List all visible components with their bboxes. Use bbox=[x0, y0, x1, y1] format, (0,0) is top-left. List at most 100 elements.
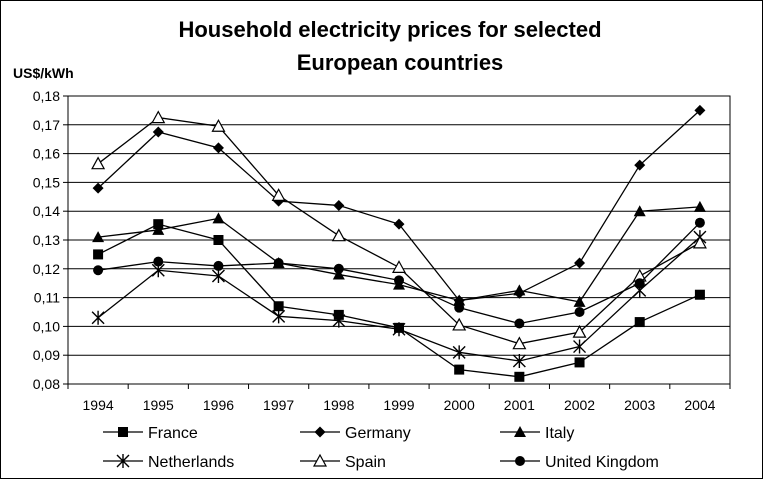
legend-label: Italy bbox=[545, 425, 574, 442]
data-point bbox=[692, 235, 707, 249]
data-point bbox=[392, 322, 406, 337]
y-axis-label: US$/kWh bbox=[13, 65, 74, 81]
data-point bbox=[91, 156, 106, 170]
data-point bbox=[213, 260, 224, 271]
data-point bbox=[514, 318, 525, 329]
legend-item: France bbox=[103, 425, 198, 442]
data-point bbox=[212, 212, 225, 224]
x-tick-label: 1995 bbox=[143, 397, 174, 413]
data-point bbox=[633, 205, 646, 217]
data-point bbox=[573, 339, 587, 354]
y-tick-label: 0,16 bbox=[33, 146, 60, 162]
x-tick-label: 1997 bbox=[263, 397, 294, 413]
data-point bbox=[513, 284, 526, 296]
legend-label: Netherlands bbox=[148, 454, 234, 471]
data-point bbox=[332, 268, 345, 280]
series-group bbox=[91, 104, 707, 382]
data-point bbox=[693, 200, 706, 212]
data-point bbox=[152, 126, 164, 138]
data-point bbox=[211, 269, 225, 283]
data-point bbox=[694, 217, 705, 228]
data-point bbox=[573, 295, 586, 307]
legend-marker bbox=[118, 427, 128, 437]
data-point bbox=[694, 289, 705, 300]
x-tick-label: 2004 bbox=[684, 397, 715, 413]
x-tick-label: 2003 bbox=[624, 397, 655, 413]
series-line bbox=[97, 223, 701, 378]
data-point bbox=[153, 256, 164, 267]
data-point bbox=[634, 317, 645, 328]
data-point bbox=[211, 118, 226, 132]
series-italy bbox=[92, 200, 706, 307]
chart-title-line1: Household electricity prices for selecte… bbox=[178, 17, 601, 42]
data-point bbox=[92, 182, 104, 194]
data-point bbox=[514, 371, 525, 382]
gridlines bbox=[68, 124, 730, 356]
legend-marker bbox=[312, 453, 328, 467]
data-point bbox=[91, 310, 105, 325]
data-point bbox=[453, 294, 466, 306]
data-point bbox=[574, 307, 585, 317]
legend-item: Spain bbox=[300, 453, 386, 471]
legend-marker bbox=[515, 456, 525, 466]
data-point bbox=[212, 142, 224, 154]
legend-item: United Kingdom bbox=[500, 454, 659, 471]
data-point bbox=[394, 275, 404, 286]
data-point bbox=[393, 218, 405, 230]
legend: France Germany Italy Netherlands Spain United… bbox=[103, 425, 659, 471]
data-point bbox=[634, 278, 645, 289]
data-point bbox=[331, 228, 346, 242]
data-point bbox=[213, 235, 224, 245]
y-tick-label: 0,18 bbox=[33, 88, 60, 104]
legend-marker bbox=[314, 426, 326, 438]
legend-label: Germany bbox=[345, 425, 411, 442]
y-tick-label: 0,13 bbox=[33, 232, 60, 248]
x-tick-label: 1999 bbox=[383, 397, 414, 413]
y-tick-label: 0,11 bbox=[34, 290, 60, 306]
data-point bbox=[152, 223, 165, 235]
legend-label: France bbox=[148, 425, 198, 442]
data-point bbox=[271, 188, 286, 201]
legend-marker bbox=[116, 454, 130, 468]
data-point bbox=[391, 260, 407, 273]
x-tick-label: 2002 bbox=[564, 397, 595, 413]
y-tick-label: 0,10 bbox=[33, 318, 60, 334]
data-point bbox=[512, 353, 526, 368]
data-point bbox=[333, 199, 345, 211]
x-tick-label: 2000 bbox=[444, 397, 475, 413]
x-tick-label: 2001 bbox=[504, 397, 535, 413]
data-point bbox=[151, 110, 166, 124]
x-tick-label: 1994 bbox=[83, 397, 114, 413]
data-point bbox=[454, 302, 465, 313]
series-line bbox=[97, 116, 701, 345]
data-point bbox=[454, 364, 465, 375]
y-tick-label: 0,17 bbox=[33, 117, 60, 133]
data-point bbox=[574, 357, 585, 368]
data-point bbox=[452, 317, 467, 331]
legend-item: Netherlands bbox=[103, 454, 234, 471]
x-tick-label: 1998 bbox=[323, 397, 354, 413]
legend-label: United Kingdom bbox=[545, 454, 659, 471]
data-point bbox=[273, 301, 284, 312]
series-united-kingdom bbox=[93, 217, 705, 329]
data-point bbox=[273, 258, 284, 269]
data-point bbox=[93, 249, 104, 260]
data-point bbox=[512, 336, 527, 350]
data-point bbox=[452, 345, 466, 360]
legend-item: Germany bbox=[300, 425, 411, 442]
legend-item: Italy bbox=[500, 425, 574, 442]
legend-label: Spain bbox=[345, 454, 386, 471]
y-tick-label: 0,15 bbox=[33, 174, 60, 190]
data-point bbox=[92, 231, 105, 243]
data-point bbox=[634, 159, 646, 171]
series-spain bbox=[91, 110, 707, 350]
y-tick-label: 0,14 bbox=[33, 203, 60, 219]
data-point bbox=[694, 104, 706, 116]
y-tick-label: 0,09 bbox=[33, 347, 60, 363]
legend-marker bbox=[514, 426, 526, 437]
data-point bbox=[272, 309, 286, 324]
chart-title-line2: European countries bbox=[297, 50, 504, 75]
x-tick-label: 1996 bbox=[203, 397, 234, 413]
data-point bbox=[93, 265, 104, 276]
